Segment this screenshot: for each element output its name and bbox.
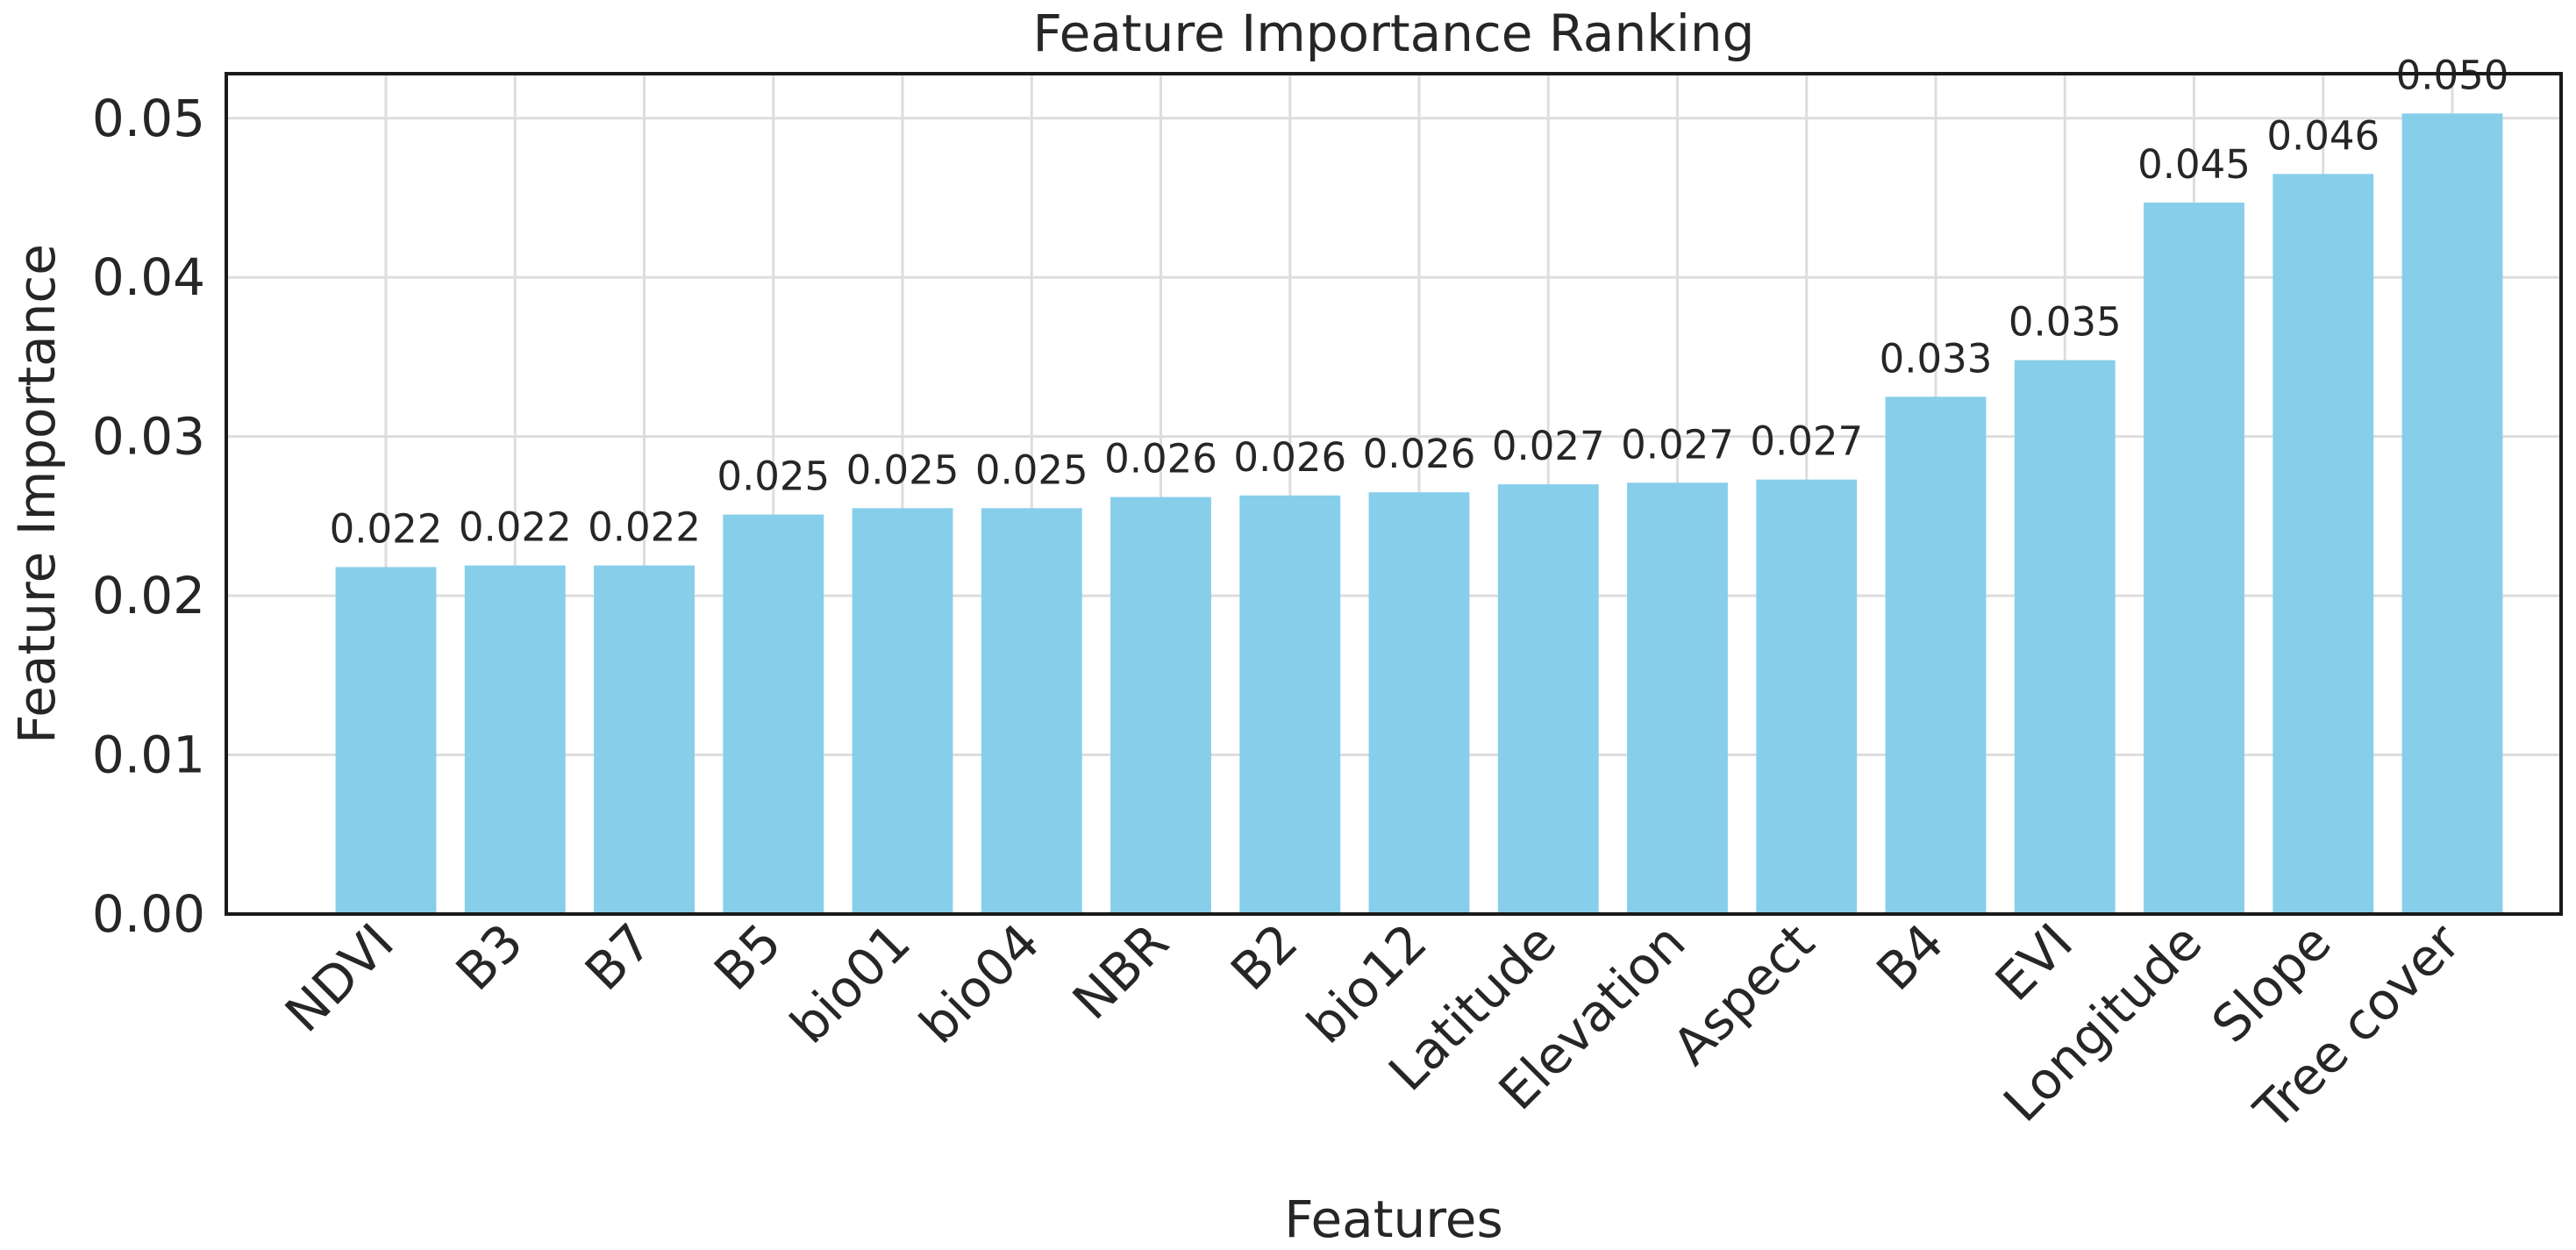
- x-tick-label: B5: [703, 912, 792, 1002]
- bar-value-label: 0.025: [975, 446, 1088, 493]
- bar-bio04: [981, 508, 1082, 914]
- x-tick-label: NDVI: [274, 912, 405, 1044]
- bar-value-label: 0.025: [846, 446, 960, 493]
- bar-value-label: 0.026: [1233, 434, 1346, 481]
- y-tick-label: 0.02: [92, 566, 205, 625]
- bar-value-label: 0.035: [2009, 299, 2122, 346]
- bar-bio01: [852, 508, 953, 914]
- bar-longitude: [2144, 202, 2244, 914]
- bar-value-label: 0.027: [1621, 421, 1734, 468]
- chart-title: Feature Importance Ranking: [1032, 4, 1754, 63]
- x-tick-label: B7: [574, 912, 663, 1002]
- bar-b2: [1239, 495, 1341, 914]
- bar-evi: [2014, 360, 2116, 914]
- bar-value-label: 0.045: [2137, 141, 2251, 188]
- bar-value-label: 0.026: [1104, 436, 1217, 482]
- y-tick-label: 0.04: [92, 247, 205, 307]
- bar-aspect: [1756, 479, 1858, 914]
- bar-value-label: 0.022: [459, 504, 572, 551]
- y-tick-label: 0.01: [92, 725, 205, 785]
- plot-frame: [225, 72, 2563, 916]
- bar-value-label: 0.022: [330, 505, 443, 552]
- bar-value-label: 0.027: [1750, 418, 1863, 465]
- x-tick-label: bio01: [779, 912, 922, 1055]
- x-tick-label: Aspect: [1661, 912, 1825, 1076]
- bar-elevation: [1627, 482, 1728, 914]
- x-axis-label: Features: [1284, 1189, 1502, 1249]
- x-tick-label: EVI: [1984, 912, 2084, 1012]
- bar-latitude: [1497, 484, 1599, 914]
- y-tick-label: 0.05: [92, 89, 205, 148]
- bar-nbr: [1110, 496, 1211, 914]
- bar-b5: [723, 514, 824, 914]
- x-tick-label: B4: [1866, 912, 1955, 1002]
- y-tick-label: 0.03: [92, 407, 205, 467]
- bar-ndvi: [335, 567, 437, 914]
- y-ticks-layer: 0.00 0.01 0.02 0.03 0.04 0.05: [92, 89, 205, 944]
- bar-slope: [2273, 174, 2374, 914]
- bar-value-label: 0.026: [1363, 431, 1476, 477]
- y-tick-label: 0.00: [92, 884, 205, 944]
- x-tick-label: B2: [1219, 912, 1309, 1002]
- bar-value-label: 0.027: [1492, 423, 1605, 469]
- bar-b4: [1885, 396, 1987, 914]
- bars-layer: [335, 113, 2503, 914]
- y-axis-label: Feature Importance: [7, 244, 67, 744]
- bar-value-label: 0.025: [717, 454, 830, 500]
- bar-value-label: 0.022: [588, 504, 701, 551]
- bar-value-label: 0.046: [2266, 112, 2380, 159]
- x-tick-label: bio04: [908, 912, 1051, 1055]
- bar-b7: [594, 565, 695, 914]
- bar-tree-cover: [2401, 113, 2503, 914]
- x-tick-label: B3: [445, 912, 534, 1002]
- bar-value-label: 0.033: [1880, 335, 1993, 382]
- bar-b3: [464, 565, 566, 914]
- x-tick-label: NBR: [1061, 912, 1180, 1031]
- bar-bio12: [1368, 492, 1470, 914]
